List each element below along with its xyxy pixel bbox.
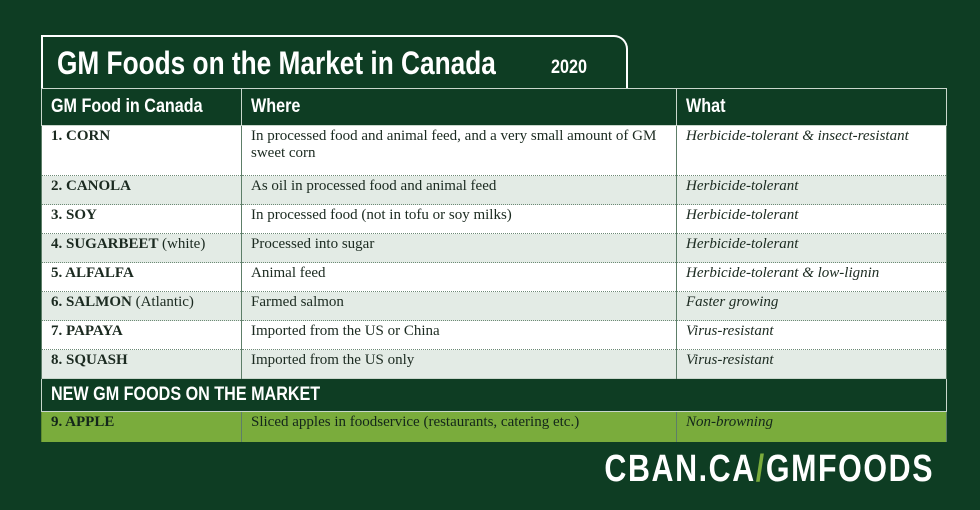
food-cell: 2. CANOLA <box>41 175 242 205</box>
row: 5. ALFALFA Animal feed Herbicide-tolerant … <box>41 262 947 292</box>
where-cell: Imported from the US or China <box>241 320 677 350</box>
section-row: NEW GM FOODS ON THE MARKET <box>41 378 947 412</box>
column-header-text: What <box>686 96 726 117</box>
what-cell: Herbicide-tolerant <box>676 233 947 263</box>
row: 8. SQUASH Imported from the US only Virus-… <box>41 349 947 379</box>
where-cell: Processed into sugar <box>241 233 677 263</box>
where-cell: Farmed salmon <box>241 291 677 321</box>
table: GM Food in Canada Where What 1. CORN In proc… <box>41 88 947 442</box>
food-cell: 9. APPLE <box>41 411 242 442</box>
what-cell: Faster growing <box>676 291 947 321</box>
row: 7. PAPAYA Imported from the US or China Vi… <box>41 320 947 350</box>
food-note: (white) <box>162 236 206 252</box>
column-header-text: Where <box>251 96 301 117</box>
title: GM Foods on the Market in Canada <box>57 45 496 81</box>
food-cell: 7. PAPAYA <box>41 320 242 350</box>
site: CBAN.CA <box>604 448 756 490</box>
food-name: 1. CORN <box>51 128 111 144</box>
food-name: 3. SOY <box>51 207 97 223</box>
where-cell: In processed food and animal feed, and a… <box>241 125 677 176</box>
what-cell: Herbicide-tolerant <box>676 204 947 234</box>
food-name: 6. SALMON <box>51 294 132 310</box>
food-cell: 3. SOY <box>41 204 242 234</box>
table-body: GM Food in Canada Where What 1. CORN In proc… <box>41 88 947 442</box>
food-name: 5. ALFALFA <box>51 265 134 281</box>
what-cell: Non-browning <box>676 411 947 442</box>
food-name: 8. SQUASH <box>51 352 128 368</box>
where-cell: Sliced apples in foodservice (restaurant… <box>241 411 677 442</box>
column-header: Where <box>241 88 677 126</box>
what-cell: Virus-resistant <box>676 349 947 379</box>
footer: CBAN.CA/GMFOODS <box>604 448 934 491</box>
row: 6. SALMON (Atlantic) Farmed salmon Faster … <box>41 291 947 321</box>
where-cell: In processed food (not in tofu or soy mi… <box>241 204 677 234</box>
where-cell: As oil in processed food and animal feed <box>241 175 677 205</box>
what-cell: Herbicide-tolerant & low-lignin <box>676 262 947 292</box>
food-cell: 5. ALFALFA <box>41 262 242 292</box>
title-tab: GM Foods on the Market in Canada 2020 <box>41 35 628 88</box>
what-cell: Herbicide-tolerant & insect-resistant <box>676 125 947 176</box>
section-title: NEW GM FOODS ON THE MARKET <box>51 384 321 405</box>
year: 2020 <box>551 57 587 78</box>
path: GMFOODS <box>765 448 934 490</box>
food-note: (Atlantic) <box>135 294 194 310</box>
row: 2. CANOLA As oil in processed food and an… <box>41 175 947 205</box>
food-cell: 1. CORN <box>41 125 242 176</box>
food-cell: 4. SUGARBEET (white) <box>41 233 242 263</box>
row: 9. APPLE Sliced apples in foodservice (re… <box>41 411 947 442</box>
column-header: GM Food in Canada <box>41 88 242 126</box>
column-header-text: GM Food in Canada <box>51 96 203 117</box>
food-name: 4. SUGARBEET <box>51 236 159 252</box>
food-cell: 8. SQUASH <box>41 349 242 379</box>
food-name: 2. CANOLA <box>51 178 132 194</box>
food-name: 9. APPLE <box>51 414 115 430</box>
row: 3. SOY In processed food (not in tofu or … <box>41 204 947 234</box>
slash: / <box>755 448 766 490</box>
food-cell: 6. SALMON (Atlantic) <box>41 291 242 321</box>
where-cell: Imported from the US only <box>241 349 677 379</box>
what-cell: Herbicide-tolerant <box>676 175 947 205</box>
row: 1. CORN In processed food and animal feed… <box>41 125 947 176</box>
column-header: What <box>676 88 947 126</box>
where-cell: Animal feed <box>241 262 677 292</box>
what-cell: Virus-resistant <box>676 320 947 350</box>
section-cell: NEW GM FOODS ON THE MARKET <box>41 378 947 412</box>
row: 4. SUGARBEET (white) Processed into sugar… <box>41 233 947 263</box>
header-row: GM Food in Canada Where What <box>41 88 947 126</box>
food-name: 7. PAPAYA <box>51 323 123 339</box>
